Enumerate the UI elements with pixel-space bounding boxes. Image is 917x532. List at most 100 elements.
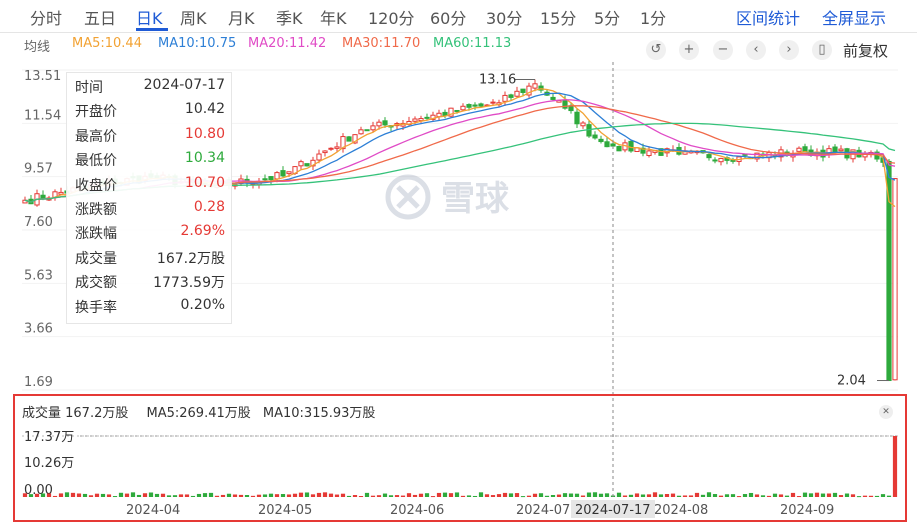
tooltip-row: 涨跌额 0.28 — [75, 199, 225, 221]
volume-bar — [652, 492, 658, 497]
candle-body — [706, 154, 712, 159]
volume-bar — [574, 493, 580, 497]
volume-bar — [160, 493, 166, 497]
volume-bar — [868, 495, 874, 497]
volume-bar — [556, 494, 562, 497]
volume-ma5: MA5:269.41万股 — [146, 406, 251, 421]
candle-body — [304, 163, 310, 167]
zoom-in-icon[interactable]: + — [679, 40, 699, 60]
volume-bar — [28, 494, 34, 497]
candle-body — [646, 150, 652, 157]
volume-bar — [268, 493, 274, 497]
low-annotation: 2.04 — [837, 374, 866, 389]
close-volume-icon[interactable]: ✕ — [879, 405, 893, 419]
volume-bar — [34, 493, 40, 497]
volume-bar — [46, 493, 52, 497]
volume-bar — [130, 492, 136, 497]
volume-bar — [880, 494, 886, 497]
volume-bar — [136, 494, 142, 497]
crosshair-date-label: 2024-07-17 — [575, 503, 651, 518]
tab-0[interactable]: 分时 — [30, 9, 63, 28]
high-annotation: 13.16 — [479, 72, 516, 87]
candle-body — [604, 141, 610, 148]
volume-bar — [394, 495, 400, 497]
candle-body — [364, 129, 370, 132]
volume-bar — [640, 494, 646, 497]
volume-bar — [178, 494, 184, 497]
next-icon[interactable]: › — [779, 40, 799, 60]
tab-11[interactable]: 5分 — [594, 9, 621, 28]
volume-bar — [730, 494, 736, 497]
tab-2[interactable]: 日K — [136, 9, 163, 28]
tab-5[interactable]: 季K — [276, 9, 303, 28]
volume-bar — [316, 492, 322, 497]
volume-bar — [220, 494, 226, 497]
volume-bar — [700, 494, 706, 497]
candle-body — [328, 147, 334, 150]
candle-body — [40, 194, 46, 199]
adjust-dropdown[interactable]: 前复权 — [843, 42, 889, 60]
volume-bar — [460, 495, 466, 497]
volume-bar — [244, 495, 250, 497]
volume-bar — [370, 495, 376, 497]
tab-3[interactable]: 周K — [180, 9, 207, 28]
volume-bar — [664, 493, 670, 497]
volume-bar — [754, 494, 760, 497]
volume-bar — [490, 495, 496, 497]
tooltip-key: 涨跌额 — [75, 202, 117, 218]
volume-bar — [364, 492, 370, 497]
candle-body — [268, 176, 274, 181]
volume-bar — [514, 493, 520, 497]
tab-8[interactable]: 60分 — [430, 9, 467, 28]
candle-body — [526, 85, 532, 96]
tab-9[interactable]: 30分 — [486, 9, 523, 28]
volume-bar — [766, 495, 772, 497]
candle-body — [574, 111, 580, 125]
tab-1[interactable]: 五日 — [84, 9, 117, 28]
volume-bar — [298, 492, 304, 497]
watermark-text: 雪球 — [441, 179, 510, 219]
zoom-out-icon[interactable]: − — [713, 40, 733, 60]
volume-bar — [832, 492, 838, 497]
candle-body — [448, 107, 454, 117]
candle-body — [298, 161, 304, 167]
range-stats-button[interactable]: 区间统计 — [736, 9, 801, 28]
fullscreen-button[interactable]: 全屏显示 — [822, 9, 887, 28]
candle-body — [664, 148, 670, 154]
undo-icon[interactable]: ↺ — [646, 40, 666, 60]
volume-bar — [418, 493, 424, 497]
candle-body — [598, 138, 604, 143]
tab-10[interactable]: 15分 — [540, 9, 577, 28]
volume-legend: 成交量 167.2万股 MA5:269.41万股 MA10:315.93万股 — [22, 402, 375, 421]
tooltip-row: 开盘价 10.42 — [75, 101, 225, 123]
candle-icon[interactable]: ▯ — [812, 40, 832, 60]
volume-bar — [742, 494, 748, 497]
volume-ma10: MA10:315.93万股 — [262, 406, 376, 421]
tab-7[interactable]: 120分 — [368, 9, 415, 28]
tooltip-row: 最低价 10.34 — [75, 150, 225, 172]
volume-bar — [388, 495, 394, 497]
volume-bar — [802, 492, 808, 497]
volume-bar — [496, 494, 502, 497]
volume-bar — [718, 495, 724, 497]
tab-4[interactable]: 月K — [228, 9, 255, 28]
tooltip-key: 收盘价 — [75, 177, 117, 194]
volume-bar — [322, 492, 328, 497]
tooltip-key: 涨跌幅 — [75, 226, 117, 243]
volume-bar — [442, 492, 448, 497]
tooltip-value: 0.20% — [180, 296, 225, 313]
tab-6[interactable]: 年K — [320, 9, 347, 28]
volume-bar — [448, 493, 454, 497]
ma-legend-item-3: MA30:11.70 — [342, 36, 421, 51]
volume-bar — [580, 495, 586, 497]
volume-bar — [424, 493, 430, 497]
candle-body — [502, 94, 508, 102]
candle-body — [58, 191, 64, 195]
prev-icon[interactable]: ‹ — [746, 40, 766, 60]
candle-body — [460, 105, 466, 111]
tab-12[interactable]: 1分 — [640, 9, 667, 28]
tooltip-key: 成交额 — [75, 275, 117, 292]
x-tick-label: 2024-04 — [126, 503, 180, 518]
volume-bar — [154, 493, 160, 497]
candle-body — [640, 147, 646, 154]
